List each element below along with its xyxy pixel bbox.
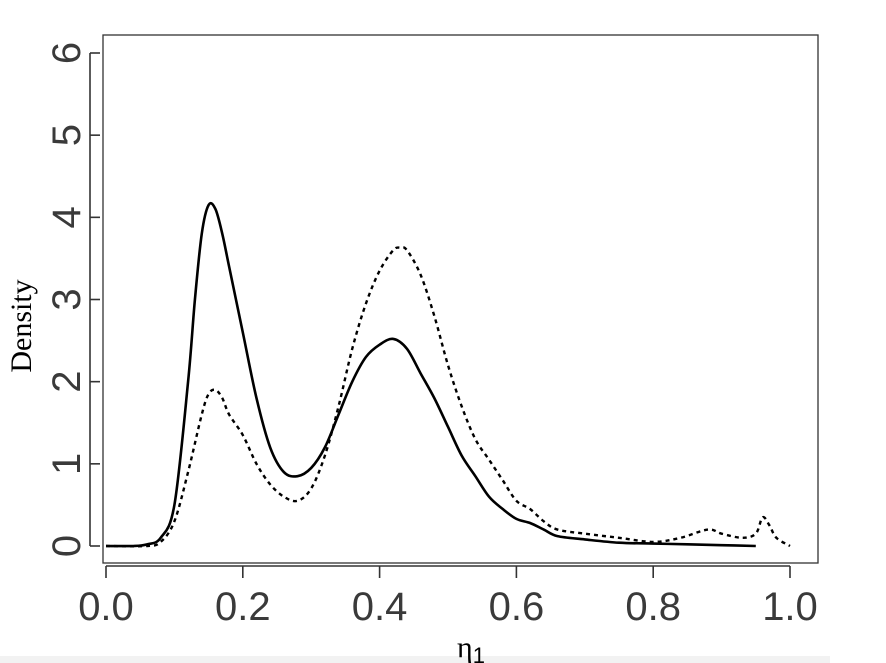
series-line-dotted <box>105 246 791 548</box>
y-axis-title: Density <box>5 279 38 372</box>
x-axis-title: η1 <box>457 631 485 663</box>
y-tick-label: 2 <box>45 371 89 393</box>
x-tick-label: 0.4 <box>352 585 408 629</box>
x-tick-label: 0.0 <box>78 585 134 629</box>
x-axis-title-subscript: 1 <box>473 643 485 663</box>
series-line-solid <box>105 201 756 548</box>
y-tick-label: 1 <box>45 453 89 475</box>
y-tick-label: 4 <box>45 206 89 228</box>
x-ticks: 0.0 0.2 0.4 0.6 0.8 1.0 <box>78 566 818 629</box>
y-tick-label: 6 <box>45 42 89 64</box>
x-tick-label: 1.0 <box>762 585 818 629</box>
x-axis-title-main: η <box>457 631 473 663</box>
y-tick-label: 5 <box>45 124 89 146</box>
plot-frame <box>102 34 819 564</box>
y-tick-label: 0 <box>45 535 89 557</box>
x-tick-label: 0.8 <box>625 585 681 629</box>
bottom-strip <box>0 656 830 663</box>
x-tick-label: 0.2 <box>215 585 271 629</box>
series-layer <box>105 201 791 548</box>
y-ticks: 0 1 2 3 4 5 6 <box>45 42 100 557</box>
y-tick-label: 3 <box>45 288 89 310</box>
x-tick-label: 0.6 <box>489 585 545 629</box>
